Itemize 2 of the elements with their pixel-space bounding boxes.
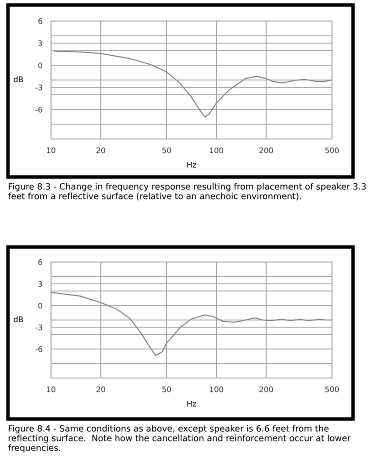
caption: Figure 8.3 - Change in frequency response resulting from placement of speaker 3.3 feet from a reflective surface (relative to an anechoic environment). bbox=[8, 183, 366, 200]
caption: Figure 8.4 - Same conditions as above, except speaker is 6.6 feet from the reflecting surface. Note how the cancellation and reinforcement occur at lower frequencies. bbox=[8, 425, 351, 453]
